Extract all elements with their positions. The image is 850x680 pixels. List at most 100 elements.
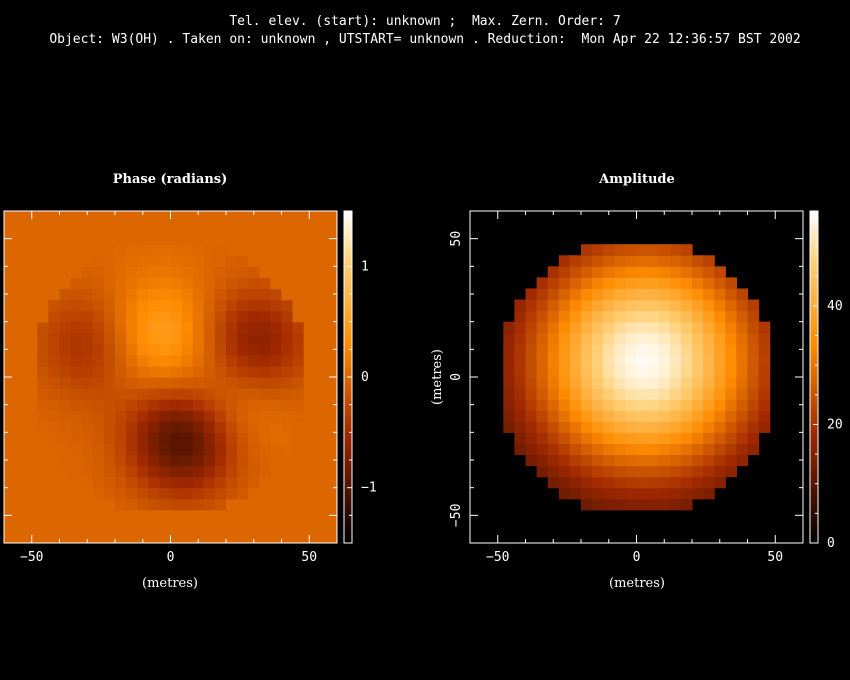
- amplitude-cell: [614, 288, 626, 301]
- phase-cell: [181, 443, 194, 456]
- phase-cell: [192, 343, 205, 356]
- phase-cell: [170, 321, 183, 334]
- amplitude-cell: [581, 255, 593, 267]
- phase-cell: [170, 410, 183, 422]
- phase-cell: [103, 255, 116, 267]
- phase-cell: [203, 354, 216, 367]
- phase-cell: [237, 454, 249, 467]
- amplitude-cell: [669, 432, 682, 444]
- header-line-1: Tel. elev. (start): unknown ; Max. Zern.…: [229, 14, 621, 29]
- phase-cell: [237, 377, 249, 389]
- phase-cell: [248, 244, 260, 256]
- phase-cell: [170, 233, 183, 245]
- phase-cell: [159, 443, 172, 456]
- phase-cell: [270, 399, 283, 411]
- amplitude-cell: [692, 399, 704, 411]
- amplitude-cell: [625, 454, 638, 467]
- phase-cell: [170, 476, 183, 489]
- phase-cell: [303, 476, 316, 489]
- phase-cell: [59, 454, 72, 467]
- phase-cell: [303, 299, 316, 312]
- amplitude-cell: [736, 365, 749, 378]
- phase-cell: [92, 443, 105, 456]
- phase-cell: [26, 487, 38, 500]
- phase-cell: [314, 343, 327, 356]
- phase-cell: [159, 487, 172, 500]
- phase-cell: [281, 476, 294, 489]
- phase-cell: [15, 399, 27, 411]
- amplitude-cell: [680, 288, 693, 301]
- phase-cell: [15, 432, 27, 444]
- phase-cell: [237, 332, 249, 345]
- phase-cell: [325, 476, 337, 489]
- phase-cell: [37, 321, 49, 334]
- phase-cell: [70, 277, 83, 290]
- phase-cell: [259, 443, 271, 456]
- x-tick-label: 50: [301, 550, 317, 565]
- amplitude-cell: [625, 377, 638, 389]
- phase-cell: [181, 255, 194, 267]
- amplitude-cell: [669, 354, 682, 367]
- phase-cell: [37, 266, 49, 278]
- phase-cell: [159, 421, 172, 433]
- phase-cell: [126, 377, 138, 389]
- amplitude-cell: [614, 432, 626, 444]
- phase-cell: [70, 354, 83, 367]
- amplitude-cell: [680, 421, 693, 433]
- amplitude-cell: [503, 332, 515, 345]
- phase-cell: [303, 487, 316, 500]
- phase-cell: [126, 244, 138, 256]
- phase-cell: [26, 321, 38, 334]
- phase-cell: [15, 244, 27, 256]
- phase-cell: [325, 454, 337, 467]
- amplitude-cell: [569, 310, 582, 323]
- amplitude-cell: [569, 399, 582, 411]
- phase-cell: [92, 487, 105, 500]
- phase-cell: [259, 354, 271, 367]
- amplitude-cell: [692, 476, 704, 489]
- phase-cell: [314, 354, 327, 367]
- phase-cell: [115, 277, 127, 290]
- phase-cell: [115, 476, 127, 489]
- phase-cell: [226, 410, 238, 422]
- colorbar-tick-label: −1: [361, 481, 377, 496]
- phase-cell: [181, 354, 194, 367]
- phase-cell: [70, 476, 83, 489]
- phase-cell: [214, 410, 227, 422]
- amplitude-cell: [725, 354, 737, 367]
- phase-cell: [303, 410, 316, 422]
- amplitude-cell: [692, 388, 704, 400]
- phase-cell: [281, 233, 294, 245]
- phase-cell: [181, 498, 194, 511]
- amplitude-cell: [669, 321, 682, 334]
- phase-cell: [325, 410, 337, 422]
- phase-cell: [4, 277, 16, 290]
- phase-cell: [126, 476, 138, 489]
- phase-cell: [237, 211, 249, 223]
- phase-cell: [214, 432, 227, 444]
- phase-cell: [270, 443, 283, 456]
- amplitude-cell: [714, 321, 726, 334]
- phase-cell: [159, 476, 172, 489]
- phase-title: Phase (radians): [113, 172, 228, 187]
- phase-cell: [314, 255, 327, 267]
- amplitude-cell: [503, 388, 515, 400]
- phase-cell: [203, 321, 216, 334]
- phase-cell: [159, 343, 172, 356]
- amplitude-cell: [669, 255, 682, 267]
- phase-cell: [314, 211, 327, 223]
- phase-cell: [192, 476, 205, 489]
- phase-cell: [92, 498, 105, 511]
- phase-cell: [226, 365, 238, 378]
- amplitude-cell: [536, 277, 549, 290]
- phase-cell: [70, 509, 83, 522]
- phase-cell: [48, 465, 61, 478]
- amplitude-cell: [603, 498, 615, 511]
- phase-cell: [214, 454, 227, 467]
- phase-cell: [137, 443, 149, 456]
- phase-cell: [15, 255, 27, 267]
- amplitude-cell: [547, 354, 560, 367]
- phase-cell: [70, 520, 83, 533]
- phase-cell: [26, 365, 38, 378]
- phase-cell: [92, 388, 105, 400]
